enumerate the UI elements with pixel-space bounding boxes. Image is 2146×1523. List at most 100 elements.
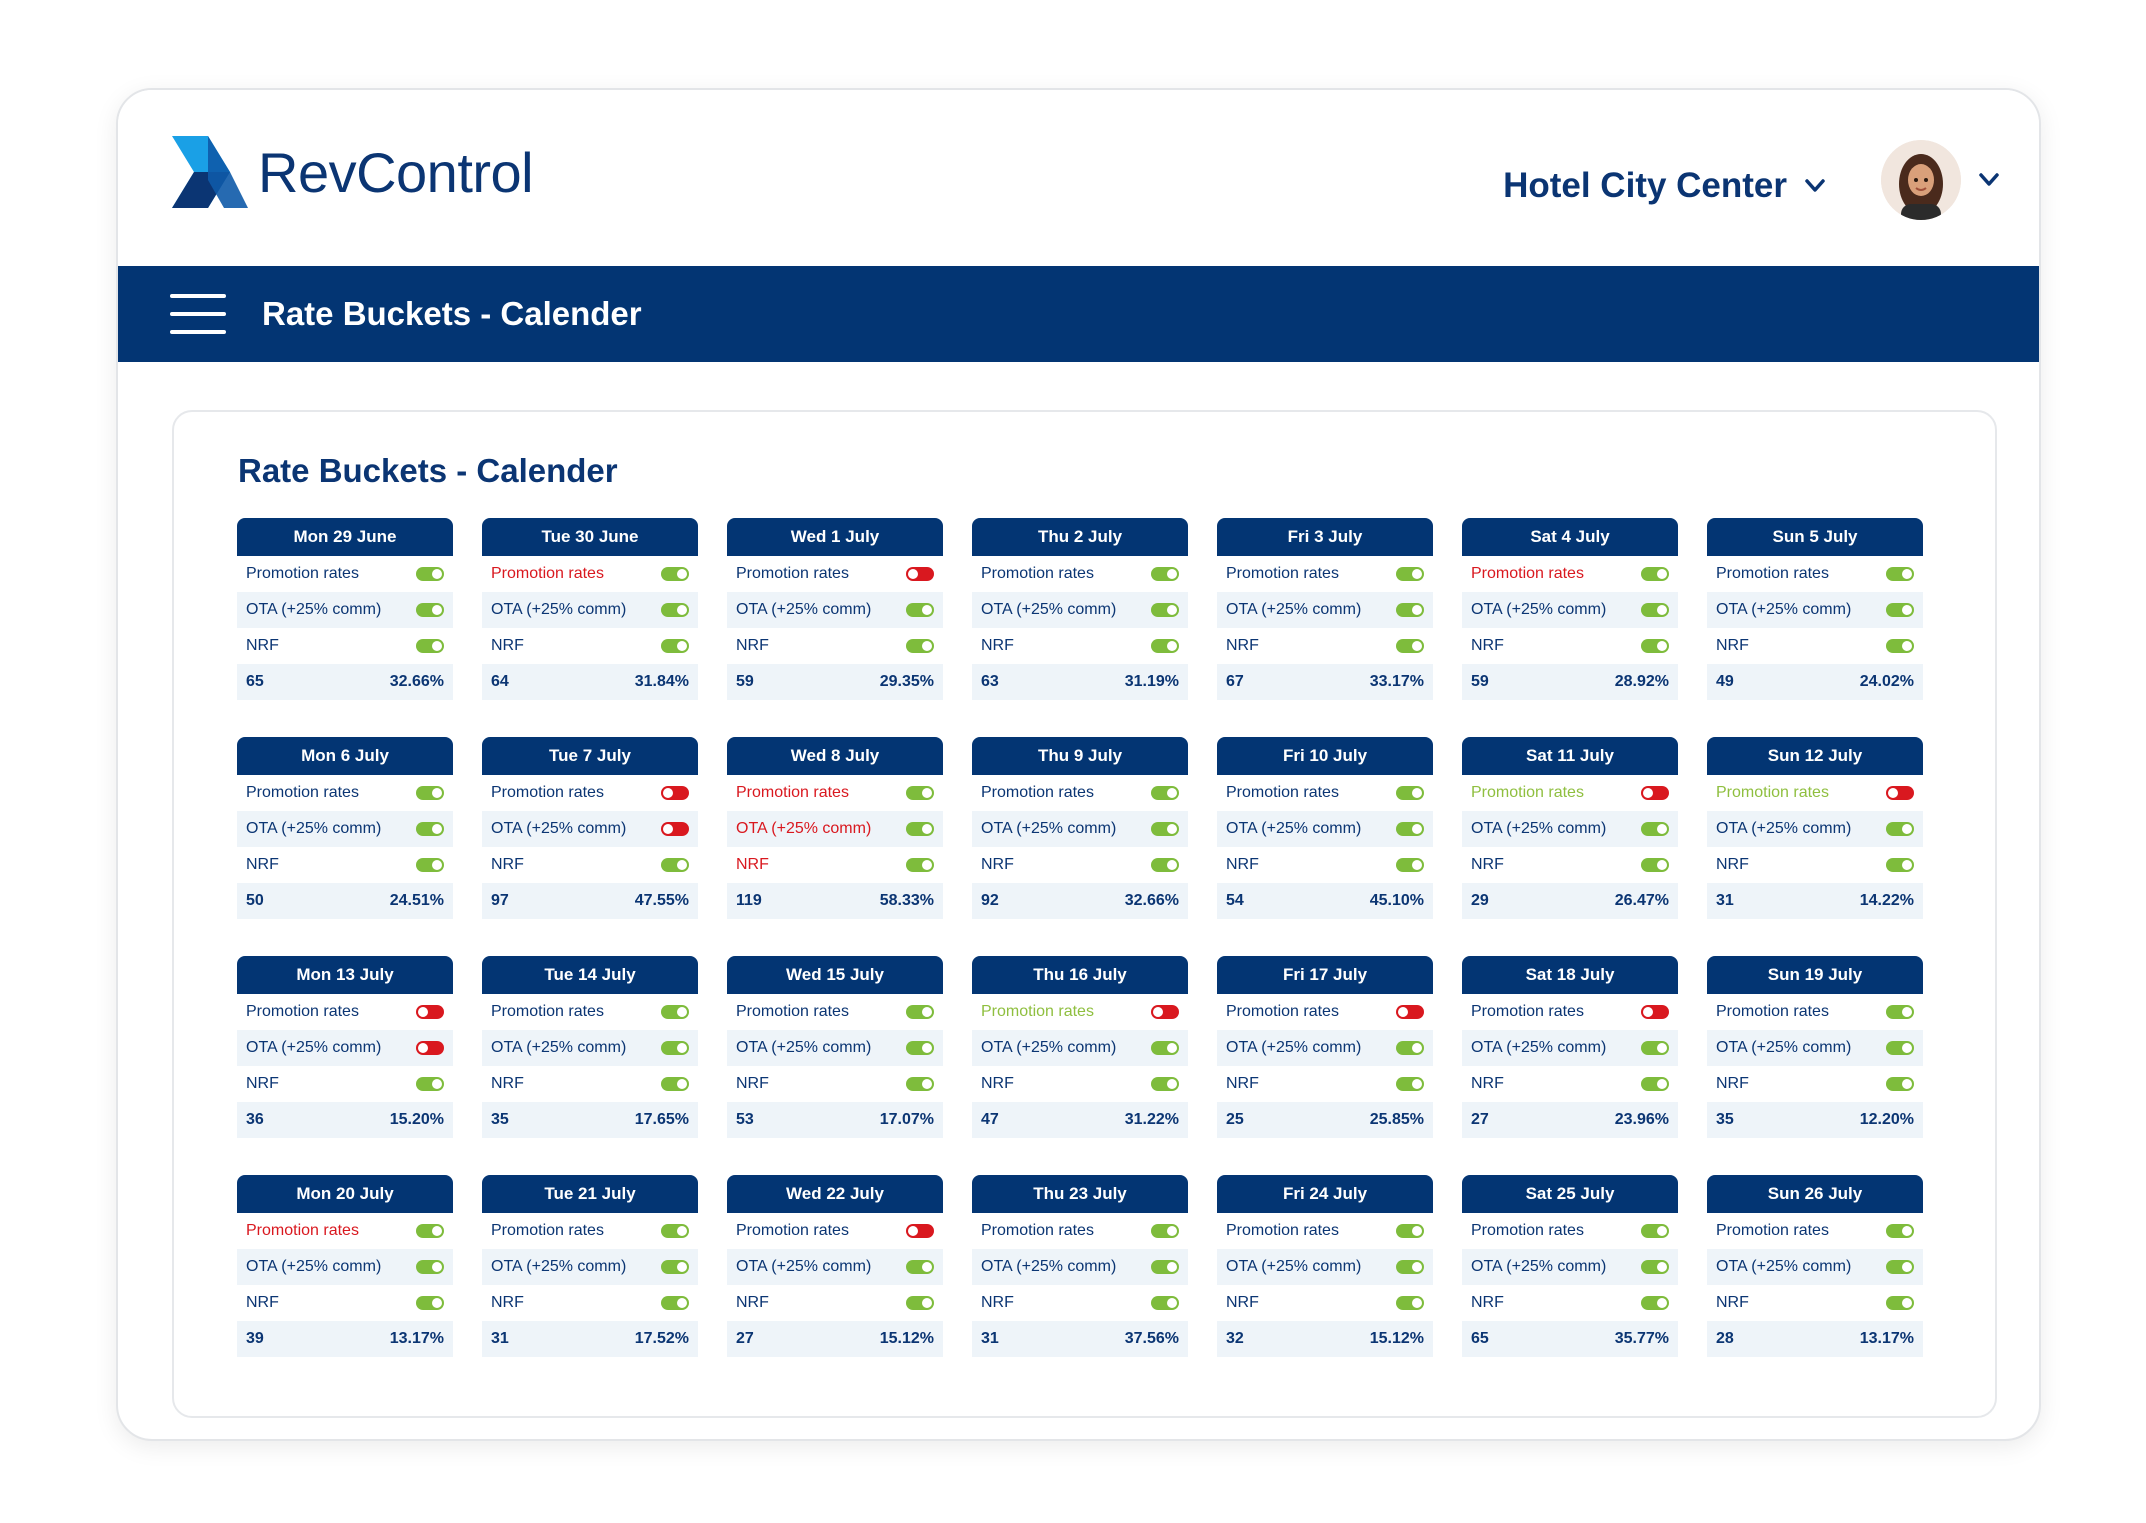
rate-toggle[interactable] — [661, 1296, 689, 1310]
day-card-date: Sat 25 July — [1462, 1175, 1678, 1213]
rate-label: NRF — [491, 1075, 524, 1092]
rate-toggle[interactable] — [1641, 1005, 1669, 1019]
occupancy-percent: 47.55% — [634, 892, 689, 909]
rate-toggle[interactable] — [1641, 567, 1669, 581]
rate-toggle[interactable] — [416, 603, 444, 617]
rate-toggle[interactable] — [1396, 858, 1424, 872]
rate-toggle[interactable] — [1886, 1260, 1914, 1274]
rate-label: OTA (+25% comm) — [1471, 1258, 1607, 1275]
chevron-down-icon — [1979, 173, 1999, 186]
rate-toggle[interactable] — [661, 822, 689, 836]
rate-toggle[interactable] — [906, 639, 934, 653]
rate-label: OTA (+25% comm) — [1471, 820, 1607, 837]
rate-toggle[interactable] — [1151, 639, 1179, 653]
day-card: Sat 18 July Promotion rates OTA (+25% comm… — [1462, 956, 1678, 1141]
rate-toggle[interactable] — [661, 858, 689, 872]
rate-toggle[interactable] — [416, 858, 444, 872]
rate-toggle[interactable] — [661, 1005, 689, 1019]
rate-toggle[interactable] — [1151, 1296, 1179, 1310]
rate-toggle[interactable] — [1151, 567, 1179, 581]
rate-toggle[interactable] — [1151, 786, 1179, 800]
rate-toggle[interactable] — [906, 786, 934, 800]
rate-toggle[interactable] — [661, 1041, 689, 1055]
rate-toggle[interactable] — [1151, 1224, 1179, 1238]
rate-toggle[interactable] — [1396, 1077, 1424, 1091]
rate-toggle[interactable] — [1886, 567, 1914, 581]
rate-toggle[interactable] — [906, 1005, 934, 1019]
rate-toggle[interactable] — [1396, 1296, 1424, 1310]
rate-toggle[interactable] — [1641, 1041, 1669, 1055]
rate-toggle[interactable] — [1151, 1005, 1179, 1019]
rate-toggle[interactable] — [1641, 822, 1669, 836]
rate-toggle[interactable] — [1641, 1296, 1669, 1310]
rate-toggle[interactable] — [416, 639, 444, 653]
rooms-count: 64 — [491, 673, 509, 690]
rate-toggle[interactable] — [906, 1296, 934, 1310]
rate-toggle[interactable] — [1886, 858, 1914, 872]
logo[interactable]: RevControl — [172, 136, 534, 208]
rate-toggle[interactable] — [416, 1041, 444, 1055]
rate-toggle[interactable] — [1641, 786, 1669, 800]
rate-toggle[interactable] — [1641, 1260, 1669, 1274]
rate-toggle[interactable] — [906, 567, 934, 581]
rate-toggle[interactable] — [1151, 858, 1179, 872]
rate-toggle[interactable] — [906, 1260, 934, 1274]
rate-toggle[interactable] — [906, 1041, 934, 1055]
rate-toggle[interactable] — [1396, 567, 1424, 581]
rate-toggle[interactable] — [1886, 1224, 1914, 1238]
rate-toggle[interactable] — [1886, 822, 1914, 836]
rate-toggle[interactable] — [1886, 639, 1914, 653]
rate-toggle[interactable] — [416, 786, 444, 800]
rate-toggle[interactable] — [661, 603, 689, 617]
rate-toggle[interactable] — [1886, 1005, 1914, 1019]
rate-toggle[interactable] — [1641, 639, 1669, 653]
rate-toggle[interactable] — [1396, 1005, 1424, 1019]
rate-toggle[interactable] — [1886, 603, 1914, 617]
rate-toggle[interactable] — [1886, 1041, 1914, 1055]
rate-row: OTA (+25% comm) — [1462, 592, 1678, 628]
rate-toggle[interactable] — [416, 1260, 444, 1274]
rate-toggle[interactable] — [1641, 1224, 1669, 1238]
hamburger-icon[interactable] — [170, 294, 226, 334]
rate-toggle[interactable] — [1151, 1041, 1179, 1055]
rate-toggle[interactable] — [416, 567, 444, 581]
rate-toggle[interactable] — [1641, 1077, 1669, 1091]
rate-toggle[interactable] — [1396, 1260, 1424, 1274]
user-menu[interactable] — [1881, 140, 1999, 220]
rate-toggle[interactable] — [1641, 858, 1669, 872]
rate-toggle[interactable] — [1396, 603, 1424, 617]
rate-toggle[interactable] — [1151, 1077, 1179, 1091]
rate-toggle[interactable] — [906, 822, 934, 836]
rate-row: OTA (+25% comm) — [1217, 811, 1433, 847]
rate-toggle[interactable] — [661, 1224, 689, 1238]
rate-toggle[interactable] — [416, 1296, 444, 1310]
rate-toggle[interactable] — [416, 1005, 444, 1019]
rate-toggle[interactable] — [1151, 822, 1179, 836]
rate-toggle[interactable] — [1886, 1296, 1914, 1310]
rate-toggle[interactable] — [416, 1224, 444, 1238]
occupancy-row: 92 32.66% — [972, 883, 1188, 919]
rate-toggle[interactable] — [1396, 786, 1424, 800]
day-card-date: Tue 21 July — [482, 1175, 698, 1213]
rate-toggle[interactable] — [906, 858, 934, 872]
rate-toggle[interactable] — [416, 822, 444, 836]
rate-toggle[interactable] — [1396, 1041, 1424, 1055]
rate-toggle[interactable] — [661, 567, 689, 581]
rate-toggle[interactable] — [1396, 1224, 1424, 1238]
hotel-selector[interactable]: Hotel City Center — [1503, 166, 1825, 206]
rate-toggle[interactable] — [1151, 603, 1179, 617]
rate-toggle[interactable] — [906, 1077, 934, 1091]
rate-toggle[interactable] — [1151, 1260, 1179, 1274]
rate-toggle[interactable] — [906, 603, 934, 617]
rate-toggle[interactable] — [416, 1077, 444, 1091]
rate-toggle[interactable] — [906, 1224, 934, 1238]
rate-toggle[interactable] — [1886, 1077, 1914, 1091]
rate-toggle[interactable] — [661, 1260, 689, 1274]
rate-toggle[interactable] — [1641, 603, 1669, 617]
rate-toggle[interactable] — [1886, 786, 1914, 800]
rate-toggle[interactable] — [661, 1077, 689, 1091]
rate-toggle[interactable] — [1396, 639, 1424, 653]
rate-toggle[interactable] — [661, 639, 689, 653]
rate-toggle[interactable] — [661, 786, 689, 800]
rate-toggle[interactable] — [1396, 822, 1424, 836]
